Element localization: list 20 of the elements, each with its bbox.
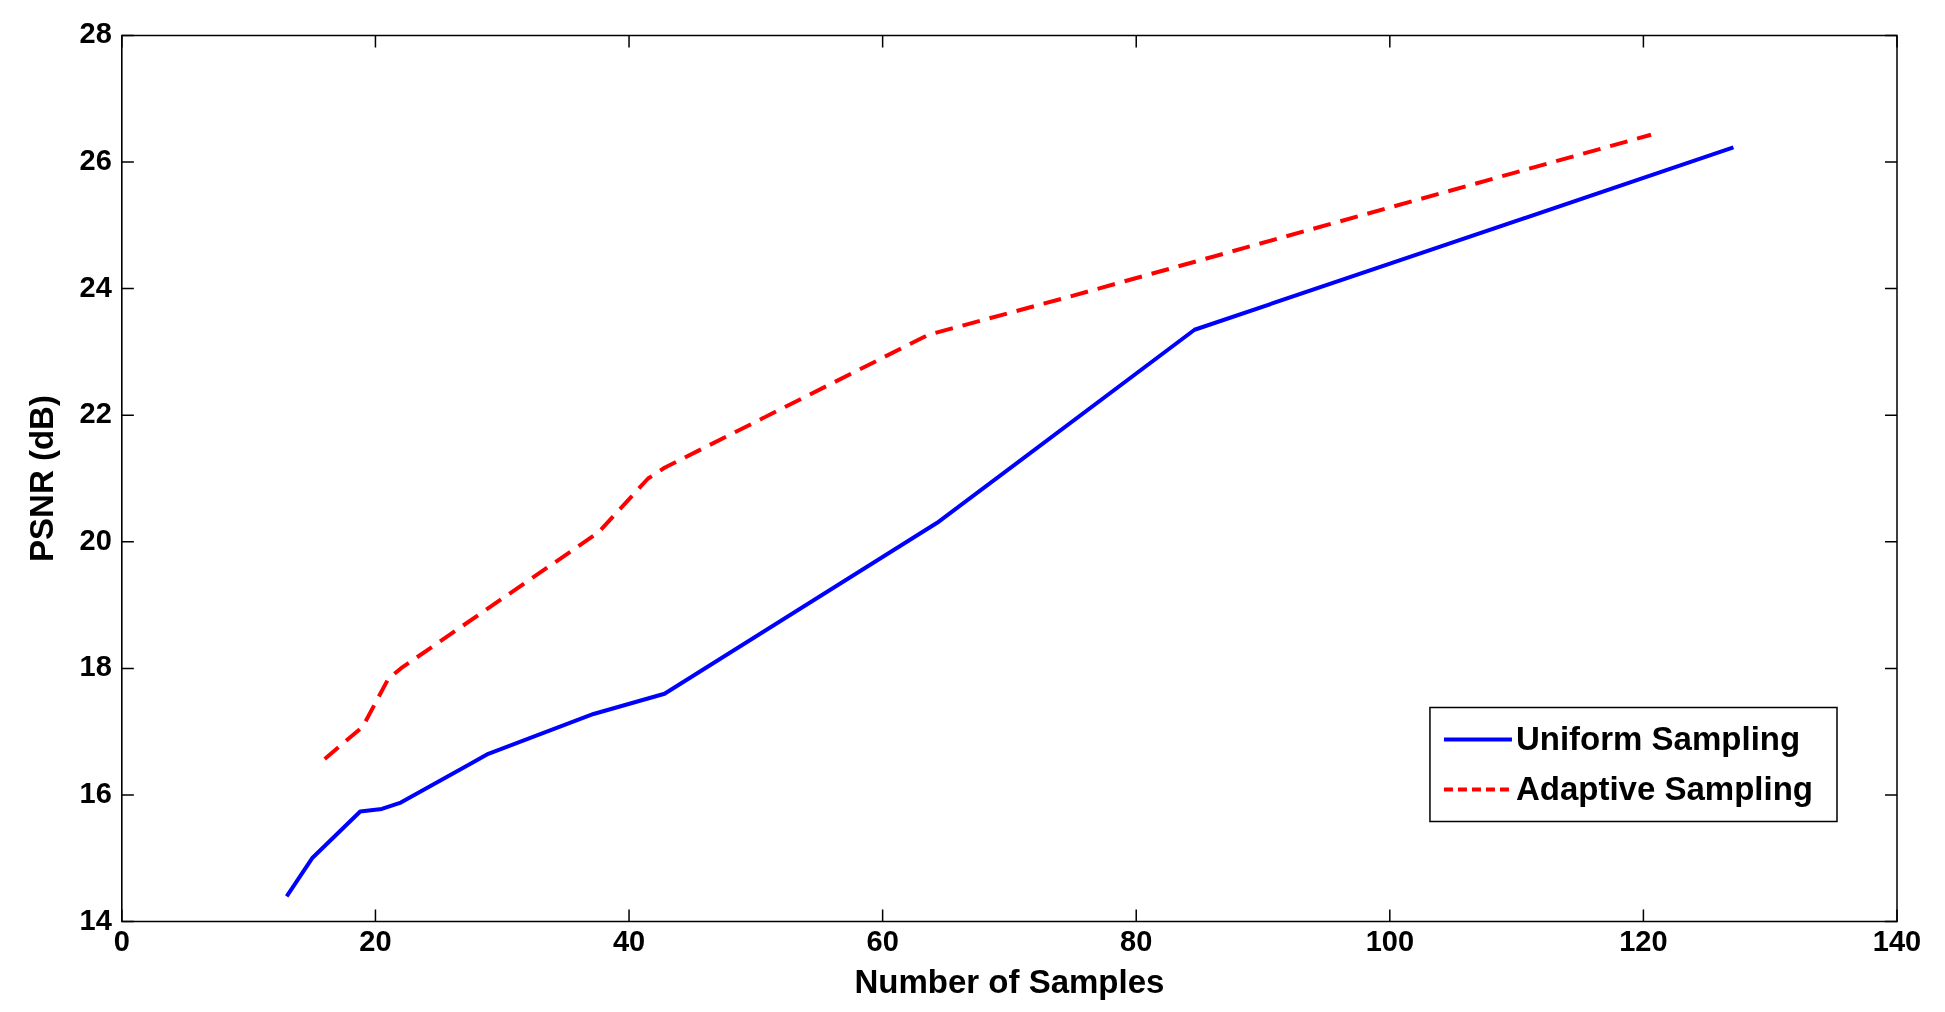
x-tick-label: 140 [1872,925,1922,957]
y-tick-label: 16 [79,777,112,809]
x-tick-label: 120 [1619,925,1668,957]
y-tick-label: 24 [79,270,112,303]
x-tick-label: 0 [113,925,130,957]
y-tick-label: 18 [79,650,112,683]
x-axis-title: Number of Samples [854,963,1165,1001]
y-axis-title: PSNR (dB) [22,395,60,562]
legend-label: Adaptive Sampling [1515,769,1814,807]
x-tick-label: 40 [612,925,646,957]
y-tick-label: 22 [79,397,112,430]
y-tick-label: 14 [79,903,112,936]
x-tick-label: 60 [866,925,899,957]
y-tick-label: 26 [79,144,112,176]
x-tick-label: 20 [359,925,392,957]
x-tick-label: 100 [1365,925,1415,957]
y-tick-label: 28 [79,17,112,50]
y-tick-label: 20 [79,523,112,556]
x-tick-label: 80 [1120,925,1153,957]
legend-label: Uniform Sampling [1515,719,1801,757]
